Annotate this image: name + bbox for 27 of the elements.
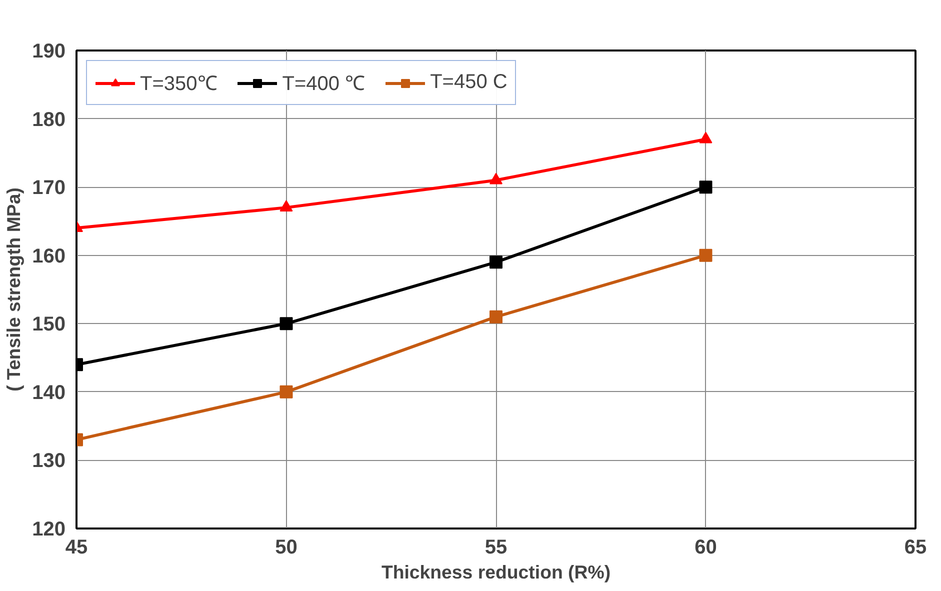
point [280, 385, 293, 398]
point [280, 200, 293, 212]
legend-label: T=400 ℃ [282, 72, 366, 96]
point [699, 248, 712, 262]
y-tick-label: 170 [32, 177, 66, 200]
y-tick-label: 190 [32, 40, 66, 62]
y-axis-title: ( Tensile strength MPa) [3, 188, 24, 392]
x-tick-label: 65 [904, 536, 927, 558]
point [699, 132, 712, 144]
x-tick-label: 60 [694, 536, 717, 558]
point [280, 317, 293, 330]
y-tick-label: 120 [32, 518, 66, 540]
legend-label: T=350℃ [140, 72, 218, 96]
point [490, 256, 502, 269]
y-tick-label: 140 [32, 382, 66, 404]
y-tick-label: 180 [32, 108, 66, 131]
point [699, 180, 712, 194]
x-axis-title: Thickness reduction (R%) [381, 562, 611, 582]
legend-label: T=450 C [430, 71, 508, 94]
y-tick-label: 150 [32, 314, 66, 336]
y-tick-label: 160 [32, 245, 66, 268]
x-tick-label: 55 [484, 536, 508, 558]
point [490, 172, 502, 184]
y-tick-label: 130 [32, 450, 66, 472]
x-tick-label: 45 [65, 536, 88, 558]
x-tick-label: 50 [275, 536, 298, 558]
point [490, 310, 502, 324]
